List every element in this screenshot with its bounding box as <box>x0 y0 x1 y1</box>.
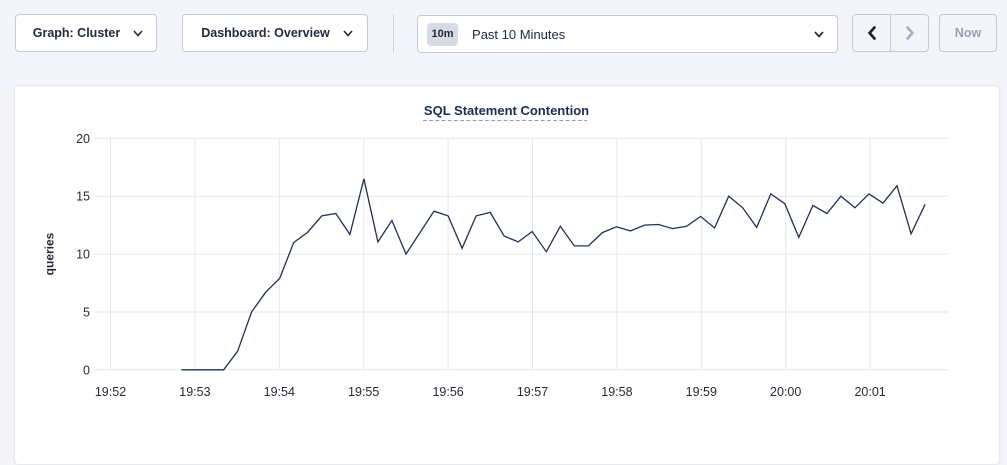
svg-text:0: 0 <box>83 363 90 377</box>
svg-text:19:56: 19:56 <box>432 385 463 399</box>
svg-text:19:54: 19:54 <box>264 385 295 399</box>
svg-text:19:57: 19:57 <box>517 385 548 399</box>
svg-text:19:58: 19:58 <box>601 385 632 399</box>
svg-text:19:59: 19:59 <box>686 385 717 399</box>
svg-text:20:00: 20:00 <box>770 385 801 399</box>
svg-text:15: 15 <box>76 190 90 204</box>
svg-text:queries: queries <box>43 232 57 275</box>
svg-text:19:53: 19:53 <box>179 385 210 399</box>
svg-text:19:55: 19:55 <box>348 385 379 399</box>
svg-text:20: 20 <box>76 132 90 146</box>
svg-text:20:01: 20:01 <box>854 385 885 399</box>
svg-text:19:52: 19:52 <box>95 385 126 399</box>
svg-text:5: 5 <box>83 306 90 320</box>
svg-text:10: 10 <box>76 248 90 262</box>
